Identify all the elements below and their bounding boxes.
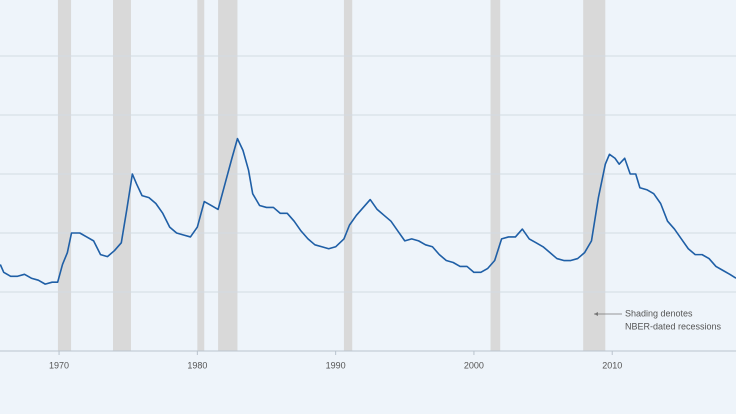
x-tick-label: 1970	[49, 360, 69, 370]
recession-layer	[57, 0, 606, 351]
recession-band	[112, 0, 131, 351]
x-tick-label: 1990	[326, 360, 346, 370]
annotation-arrowhead	[594, 312, 598, 316]
annotation-text: NBER-dated recessions	[625, 321, 722, 331]
annotation-text: Shading denotes	[625, 308, 693, 318]
recession-band	[197, 0, 205, 351]
data-line	[0, 137, 736, 285]
recession-band	[343, 0, 353, 351]
recession-band	[583, 0, 606, 351]
recession-band	[57, 0, 72, 351]
recession-band	[490, 0, 501, 351]
x-tick-label: 2010	[602, 360, 622, 370]
line-layer	[0, 137, 736, 285]
label-layer: 1970 1980 1990 2000 2010	[49, 360, 622, 370]
x-tick-label: 2000	[464, 360, 484, 370]
x-tick-label: 1980	[187, 360, 207, 370]
grid-layer	[0, 55, 736, 355]
